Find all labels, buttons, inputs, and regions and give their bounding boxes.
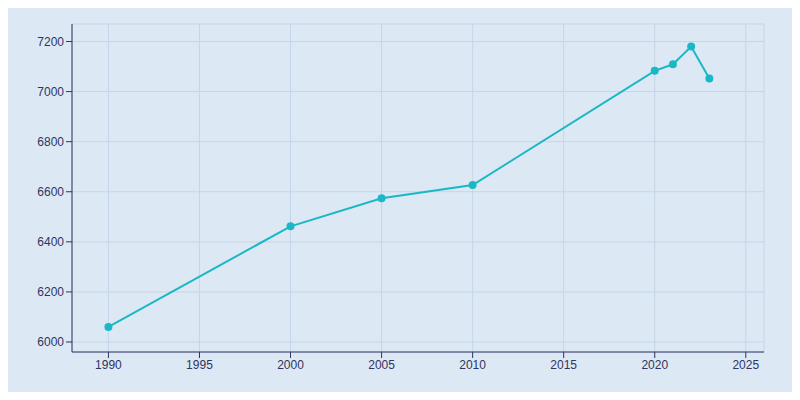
svg-text:2010: 2010: [459, 358, 486, 372]
svg-text:7200: 7200: [37, 35, 64, 49]
svg-text:2015: 2015: [550, 358, 577, 372]
svg-text:2020: 2020: [641, 358, 668, 372]
svg-text:6400: 6400: [37, 235, 64, 249]
svg-text:2000: 2000: [277, 358, 304, 372]
svg-text:6600: 6600: [37, 185, 64, 199]
svg-text:6800: 6800: [37, 135, 64, 149]
svg-text:6200: 6200: [37, 285, 64, 299]
svg-text:2005: 2005: [368, 358, 395, 372]
svg-text:1990: 1990: [95, 358, 122, 372]
svg-text:7000: 7000: [37, 85, 64, 99]
svg-text:6000: 6000: [37, 335, 64, 349]
svg-text:1995: 1995: [186, 358, 213, 372]
svg-text:2025: 2025: [732, 358, 759, 372]
